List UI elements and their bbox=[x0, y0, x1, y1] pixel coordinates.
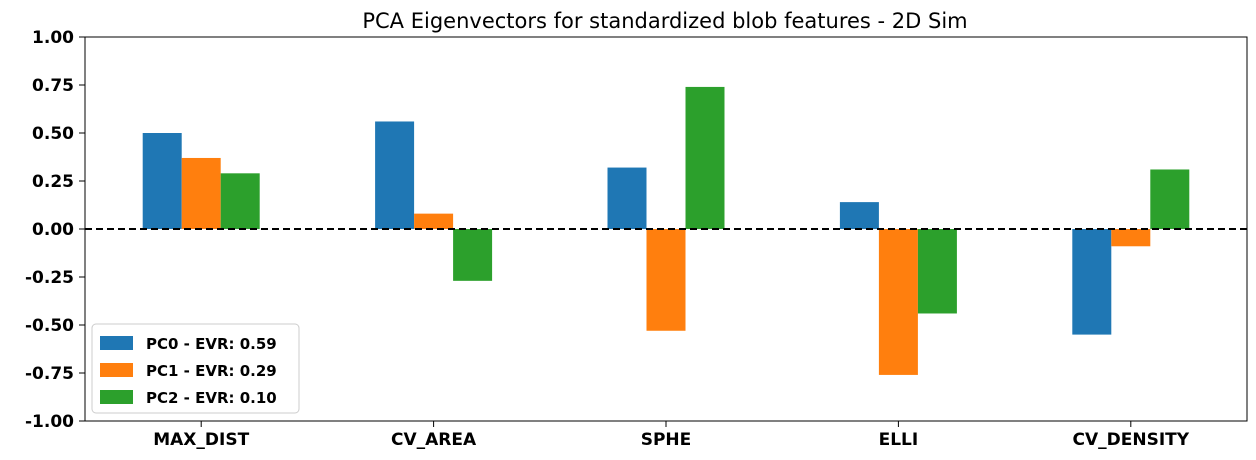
bar-pc0-cv-area bbox=[375, 121, 415, 229]
y-tick-label: 0.75 bbox=[32, 76, 74, 96]
y-tick-label: 0.50 bbox=[32, 124, 74, 144]
y-tick-label: 1.00 bbox=[32, 28, 74, 48]
y-tick-label: 0.25 bbox=[32, 172, 74, 192]
legend-label: PC1 - EVR: 0.29 bbox=[146, 362, 277, 380]
x-tick-label: ELLI bbox=[879, 430, 919, 450]
x-tick-label: CV_AREA bbox=[391, 430, 477, 450]
x-tick-label: SPHE bbox=[641, 430, 692, 450]
bars bbox=[142, 86, 1190, 375]
legend-label: PC2 - EVR: 0.10 bbox=[146, 389, 277, 407]
legend-swatch bbox=[100, 390, 133, 404]
bar-pc2-cv-area bbox=[453, 229, 493, 281]
chart-title: PCA Eigenvectors for standardized blob f… bbox=[362, 9, 967, 33]
x-tick-label: MAX_DIST bbox=[153, 430, 249, 450]
bar-pc0-cv-density bbox=[1072, 229, 1112, 335]
bar-pc1-sphe bbox=[646, 229, 686, 331]
bar-pc2-max-dist bbox=[220, 173, 260, 229]
y-tick-label: -0.50 bbox=[25, 316, 74, 336]
bar-pc0-elli bbox=[839, 202, 879, 229]
x-tick-label: CV_DENSITY bbox=[1073, 430, 1190, 450]
bar-pc2-cv-density bbox=[1150, 169, 1190, 229]
y-tick-label: 0.00 bbox=[32, 220, 74, 240]
y-axis: -1.00 -0.75 -0.50 -0.25 0.00 0.25 0.50 0.75 1.00 bbox=[25, 28, 85, 432]
legend-box bbox=[91, 323, 300, 414]
bar-pc1-max-dist bbox=[181, 157, 221, 229]
bar-pc1-elli bbox=[878, 229, 918, 375]
bar-pc1-cv-area bbox=[414, 213, 454, 229]
bar-pc0-sphe bbox=[607, 167, 647, 229]
bar-pc0-max-dist bbox=[142, 133, 182, 229]
y-tick-label: -1.00 bbox=[25, 412, 74, 432]
bar-pc1-cv-density bbox=[1111, 229, 1151, 247]
legend-swatch bbox=[100, 336, 133, 350]
legend-swatch bbox=[100, 363, 133, 377]
bar-pc2-sphe bbox=[685, 86, 725, 229]
y-tick-label: -0.75 bbox=[25, 364, 74, 384]
y-tick-label: -0.25 bbox=[25, 268, 74, 288]
bar-pc2-elli bbox=[917, 229, 957, 314]
x-axis: MAX_DIST CV_AREA SPHE ELLI CV_DENSITY bbox=[153, 421, 1190, 450]
legend: PC0 - EVR: 0.59 PC1 - EVR: 0.29 PC2 - EVR:… bbox=[91, 323, 300, 414]
plot-frame bbox=[84, 36, 1248, 422]
legend-label: PC0 - EVR: 0.59 bbox=[146, 335, 277, 353]
